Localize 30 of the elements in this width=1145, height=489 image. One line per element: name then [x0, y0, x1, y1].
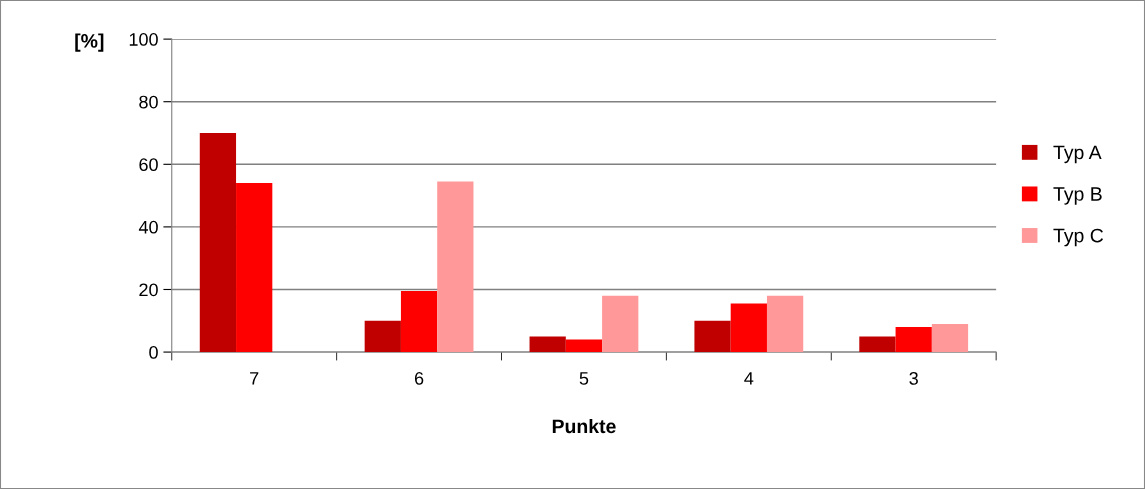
- y-tick-label: 20: [139, 283, 158, 297]
- bar: [364, 320, 401, 353]
- bar: [529, 336, 566, 353]
- bar: [602, 295, 639, 353]
- bar: [565, 339, 603, 353]
- y-tick-label: 100: [129, 33, 158, 46]
- x-axis-title: Punkte: [552, 418, 616, 434]
- bar: [895, 327, 932, 353]
- x-tick-label: 5: [579, 372, 589, 385]
- y-axis-title: [%]: [75, 33, 104, 52]
- x-tick-label: 7: [250, 372, 259, 385]
- x-tick-label: 3: [909, 372, 918, 385]
- legend-label: Typ C: [1053, 228, 1104, 247]
- legend-label: Typ B: [1053, 187, 1102, 205]
- bar: [694, 320, 731, 353]
- bar: [400, 291, 438, 353]
- bar: [931, 323, 969, 353]
- y-tick-label: 60: [139, 158, 158, 172]
- bar: [236, 183, 273, 353]
- y-tick-label: 0: [149, 346, 158, 359]
- legend-label: Typ A: [1053, 145, 1102, 164]
- bar: [766, 295, 804, 353]
- bar: [859, 336, 896, 353]
- x-tick-label: 6: [414, 372, 424, 385]
- bar: [199, 133, 237, 353]
- bar: [730, 303, 767, 353]
- y-tick-label: 80: [139, 95, 158, 109]
- y-tick-label: 40: [138, 220, 158, 234]
- x-tick-label: 4: [744, 372, 754, 385]
- bar: [437, 181, 474, 353]
